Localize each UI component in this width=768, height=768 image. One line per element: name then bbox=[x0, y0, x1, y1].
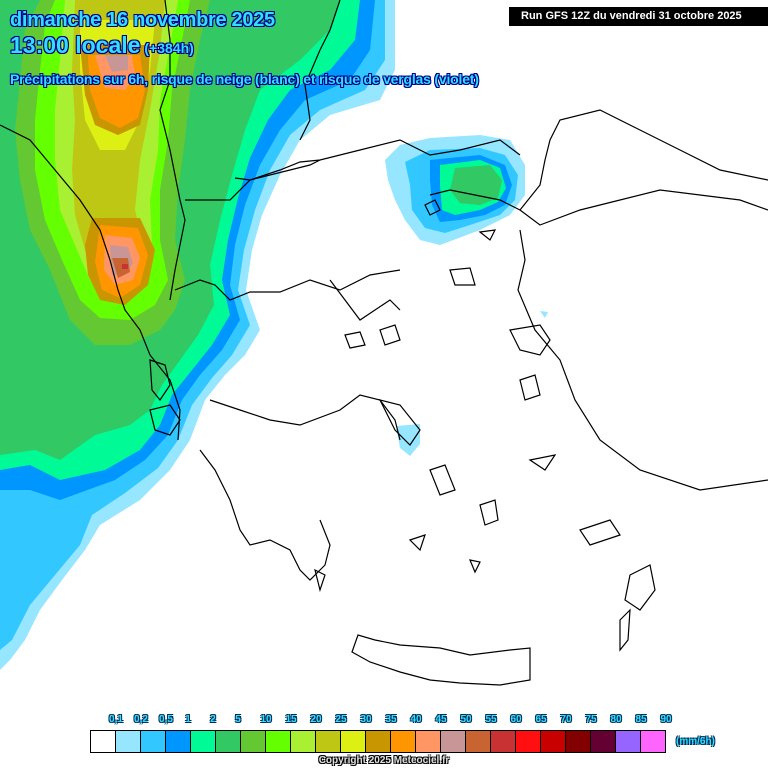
legend-label: 0,2 bbox=[134, 714, 148, 725]
forecast-lead-time: (+384h) bbox=[144, 40, 194, 56]
model-run-label: Run GFS 12Z du vendredi 31 octobre 2025 bbox=[509, 7, 768, 26]
legend-label: 10 bbox=[260, 714, 272, 725]
legend-label: 70 bbox=[560, 714, 572, 725]
coast-peloponnese bbox=[199, 449, 331, 581]
legend-label: 60 bbox=[510, 714, 522, 725]
border-greece-north bbox=[174, 269, 401, 301]
precip-thrace-2 bbox=[450, 165, 502, 205]
forecast-local-time: 13:00 locale bbox=[10, 32, 141, 58]
legend-swatch bbox=[216, 731, 241, 752]
legend-label: 65 bbox=[535, 714, 547, 725]
precip-zone-south-60 bbox=[122, 264, 128, 269]
coast-chios bbox=[519, 374, 541, 401]
legend-unit: (mm/6h) bbox=[676, 736, 715, 747]
coast-chalkidiki bbox=[329, 279, 401, 321]
legend-swatch bbox=[141, 731, 166, 752]
legend-swatch bbox=[591, 731, 616, 752]
coast-kythira bbox=[314, 568, 326, 593]
precip-lesbos-0_1 bbox=[540, 311, 548, 318]
legend-swatch bbox=[91, 731, 116, 752]
coast-samothraki bbox=[478, 229, 497, 241]
legend-swatch bbox=[341, 731, 366, 752]
legend-swatch bbox=[416, 731, 441, 752]
legend-label: 30 bbox=[360, 714, 372, 725]
coast-anatolia-west bbox=[517, 229, 768, 491]
legend-label: 45 bbox=[435, 714, 447, 725]
coastline-west-balkans bbox=[0, 124, 181, 441]
coast-andros bbox=[429, 464, 456, 496]
precipitation-map bbox=[0, 0, 768, 686]
legend-swatch bbox=[441, 731, 466, 752]
coast-thasos bbox=[424, 199, 441, 216]
legend-swatch bbox=[116, 731, 141, 752]
legend-label: 50 bbox=[460, 714, 472, 725]
coast-kos bbox=[579, 519, 621, 546]
coast-rhodes bbox=[624, 564, 656, 611]
precip-zone-50 bbox=[105, 55, 128, 72]
legend: 0,1 0,2 0,5 1 2 5 10 15 20 25 30 35 40 4… bbox=[0, 710, 768, 768]
legend-swatch bbox=[166, 731, 191, 752]
legend-swatch bbox=[191, 731, 216, 752]
coast-kefalonia bbox=[149, 404, 181, 436]
legend-labels: 0,1 0,2 0,5 1 2 5 10 15 20 25 30 35 40 4… bbox=[0, 714, 768, 728]
legend-label: 1 bbox=[185, 714, 191, 725]
border-macedonia bbox=[185, 159, 321, 201]
legend-label: 75 bbox=[585, 714, 597, 725]
legend-swatch bbox=[316, 731, 341, 752]
legend-swatch bbox=[491, 731, 516, 752]
legend-swatch bbox=[466, 731, 491, 752]
legend-swatch bbox=[391, 731, 416, 752]
coast-skiathos bbox=[344, 331, 366, 349]
legend-label: 35 bbox=[385, 714, 397, 725]
coast-euboea bbox=[378, 399, 421, 446]
coast-samos bbox=[528, 454, 557, 471]
legend-label: 40 bbox=[410, 714, 422, 725]
coast-thrace-turkey bbox=[429, 109, 768, 211]
legend-label: 15 bbox=[285, 714, 297, 725]
border-bulgaria-greece bbox=[234, 139, 521, 181]
coast-milos bbox=[408, 534, 426, 552]
legend-swatch bbox=[241, 731, 266, 752]
legend-label: 55 bbox=[485, 714, 497, 725]
border-albania-east bbox=[159, 0, 186, 301]
legend-swatch bbox=[616, 731, 641, 752]
coast-naxos bbox=[479, 499, 499, 526]
legend-swatch bbox=[541, 731, 566, 752]
legend-label: 25 bbox=[335, 714, 347, 725]
legend-label: 0,5 bbox=[159, 714, 173, 725]
legend-swatch bbox=[266, 731, 291, 752]
legend-swatch bbox=[516, 731, 541, 752]
coast-lesbos bbox=[509, 324, 551, 356]
legend-swatch bbox=[641, 731, 665, 752]
map-description: Précipitations sur 6h, risque de neige (… bbox=[10, 71, 479, 87]
coast-marmara bbox=[519, 189, 768, 226]
coast-alonissos bbox=[379, 324, 401, 346]
coast-corfu bbox=[149, 359, 171, 402]
coast-karpathos bbox=[619, 608, 631, 652]
precip-euboea-0_1 bbox=[396, 424, 420, 456]
coast-santorini bbox=[469, 559, 481, 574]
forecast-date: dimanche 16 novembre 2025 bbox=[10, 9, 275, 31]
coast-crete bbox=[351, 634, 531, 686]
legend-swatch bbox=[566, 731, 591, 752]
legend-label: 85 bbox=[635, 714, 647, 725]
legend-label: 90 bbox=[660, 714, 672, 725]
legend-label: 20 bbox=[310, 714, 322, 725]
legend-label: 80 bbox=[610, 714, 622, 725]
coast-lemnos bbox=[449, 267, 476, 286]
legend-color-bar bbox=[90, 730, 666, 753]
legend-swatch bbox=[366, 731, 391, 752]
legend-label: 5 bbox=[235, 714, 241, 725]
legend-label: 0,1 bbox=[109, 714, 123, 725]
legend-swatch bbox=[291, 731, 316, 752]
forecast-time: 13:00 locale (+384h) bbox=[10, 32, 194, 59]
legend-label: 2 bbox=[210, 714, 216, 725]
copyright: Copyright 2025 Meteociel.fr bbox=[318, 755, 450, 766]
precip-zone-south-55 bbox=[112, 258, 130, 278]
coast-greece-mainland bbox=[209, 394, 401, 441]
border-bulgaria-serbia bbox=[299, 0, 341, 141]
